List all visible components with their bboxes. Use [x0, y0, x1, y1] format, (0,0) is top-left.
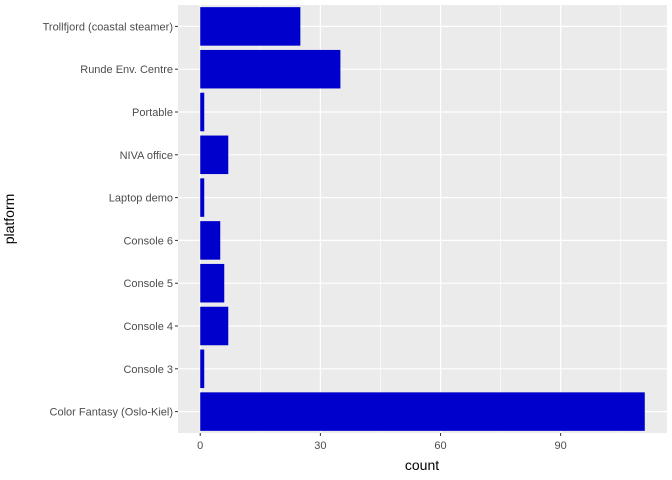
- y-tick-label: NIVA office: [120, 150, 173, 162]
- bar: [200, 92, 205, 132]
- x-axis-ticks: 0 30 60 90: [197, 433, 567, 452]
- y-tick-label: Color Fantasy (Oslo-Kiel): [50, 407, 173, 419]
- bar: [200, 135, 229, 175]
- y-tick-label: Console 3: [123, 364, 173, 376]
- bar: [200, 7, 301, 46]
- y-tick-label: Console 5: [123, 278, 173, 290]
- y-tick-label: Portable: [132, 107, 173, 119]
- y-tick-label: Laptop demo: [109, 193, 173, 205]
- bar: [200, 221, 221, 260]
- y-tick-label: Trollfjord (coastal steamer): [43, 21, 173, 33]
- bar: [200, 306, 229, 346]
- x-axis-title: count: [405, 457, 439, 473]
- y-tick-label: Console 4: [123, 321, 173, 333]
- y-tick-label: Runde Env. Centre: [80, 64, 173, 76]
- bar: [200, 178, 205, 217]
- x-tick-label: 90: [555, 440, 567, 452]
- y-axis-title: platform: [1, 194, 17, 245]
- x-tick-label: 30: [314, 440, 326, 452]
- bars: [200, 7, 645, 431]
- y-axis-ticks: Color Fantasy (Oslo-Kiel) Console 3 Consol…: [43, 21, 178, 419]
- bar: [200, 349, 205, 389]
- y-tick-label: Console 6: [123, 235, 173, 247]
- x-tick-label: 60: [434, 440, 446, 452]
- bar: [200, 263, 225, 303]
- bar: [200, 49, 341, 89]
- bar: [200, 392, 645, 431]
- x-tick-label: 0: [197, 440, 203, 452]
